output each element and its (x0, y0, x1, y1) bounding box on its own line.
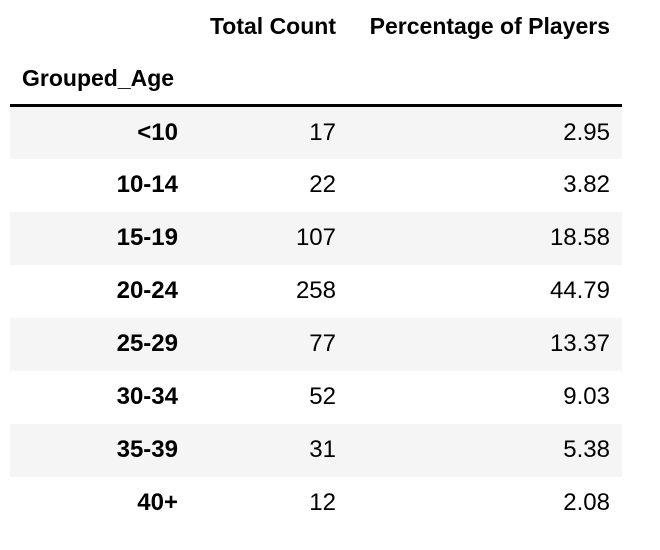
cell-percentage: 9.03 (563, 383, 610, 410)
cell-percentage: 3.82 (563, 171, 610, 198)
index-header-spacer (10, 0, 190, 52)
table-row: 15-19 107 18.58 (10, 211, 622, 265)
cell-percentage: 2.95 (563, 118, 610, 146)
dataframe-table: Total Count Percentage of Players Groupe… (10, 0, 622, 530)
index-name-label: Grouped_Age (10, 52, 190, 107)
cell-percentage: 44.79 (549, 277, 610, 304)
cell-percentage: 18.58 (549, 224, 610, 251)
table-row: 20-24 258 44.79 (10, 265, 622, 318)
cell-total-count: 17 (309, 118, 336, 146)
row-index-label: 25-29 (116, 330, 178, 357)
cell-total-count: 77 (309, 330, 336, 357)
row-index-label: 20-24 (116, 277, 178, 304)
table-row: 40+ 12 2.08 (10, 477, 622, 530)
cell-total-count: 12 (309, 489, 336, 516)
cell-percentage: 13.37 (549, 330, 610, 357)
row-index-label: 15-19 (116, 224, 178, 251)
column-header-total-count: Total Count (209, 12, 336, 39)
cell-total-count: 107 (295, 224, 336, 251)
cell-total-count: 52 (309, 383, 336, 410)
table-row: 30-34 52 9.03 (10, 371, 622, 424)
table-row: 25-29 77 13.37 (10, 317, 622, 371)
index-name-spacer-1 (190, 52, 348, 107)
row-index-label: 40+ (137, 489, 178, 516)
cell-percentage: 2.08 (563, 489, 610, 516)
index-name-spacer-2 (348, 52, 622, 107)
cell-total-count: 22 (309, 171, 336, 198)
row-index-label: 10-14 (116, 171, 178, 198)
column-header-percentage: Percentage of Players (369, 12, 610, 39)
cell-total-count: 258 (295, 277, 336, 304)
row-index-label: 30-34 (116, 383, 178, 410)
column-header-row: Total Count Percentage of Players (10, 0, 622, 52)
table-row: 10-14 22 3.82 (10, 159, 622, 212)
table-header: Total Count Percentage of Players Groupe… (10, 0, 622, 107)
index-name-row: Grouped_Age (10, 52, 622, 107)
cell-percentage: 5.38 (563, 436, 610, 463)
table-body: <10 17 2.95 10-14 22 3.82 15-19 107 18.5… (10, 105, 622, 530)
row-index-label: <10 (137, 118, 178, 146)
row-index-label: 35-39 (116, 436, 178, 463)
cell-total-count: 31 (309, 436, 336, 463)
table-row: <10 17 2.95 (10, 105, 622, 159)
table-row: 35-39 31 5.38 (10, 423, 622, 477)
